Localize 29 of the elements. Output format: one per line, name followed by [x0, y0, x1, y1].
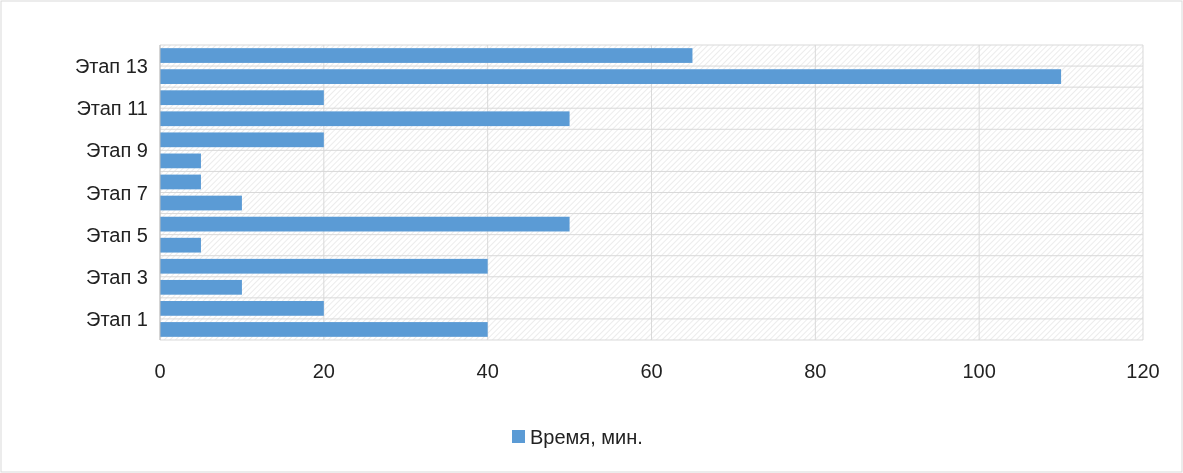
- y-tick-label: Этап 3: [86, 265, 148, 288]
- x-tick-label: 120: [1126, 360, 1160, 382]
- x-tick-label: 40: [476, 360, 499, 382]
- x-tick-label: 100: [962, 360, 996, 382]
- y-tick-label: Этап 5: [86, 223, 148, 246]
- x-tick-label: 80: [804, 360, 827, 382]
- x-tick-label: 0: [154, 360, 166, 382]
- bar: [160, 90, 324, 106]
- bar: [160, 195, 242, 211]
- bar: [160, 258, 488, 274]
- legend-label: Время, мин.: [530, 426, 643, 448]
- y-tick-label: Этап 7: [86, 181, 148, 204]
- bar: [160, 322, 488, 337]
- bar: [160, 111, 570, 127]
- bar: [160, 174, 201, 190]
- y-tick-label: Этап 13: [74, 55, 148, 78]
- y-tick-label: Этап 11: [76, 97, 148, 120]
- bar: [160, 216, 570, 232]
- bar: [160, 132, 324, 148]
- x-tick-label: 20: [312, 360, 335, 382]
- y-tick-label: Этап 1: [86, 307, 148, 330]
- bar: [160, 279, 242, 295]
- x-tick-label: 60: [640, 360, 663, 382]
- bar: [160, 237, 201, 253]
- bar: [160, 301, 324, 316]
- bar: [160, 48, 693, 63]
- y-tick-label: Этап 9: [86, 139, 148, 162]
- bar: [160, 69, 1062, 84]
- bar: [160, 153, 201, 169]
